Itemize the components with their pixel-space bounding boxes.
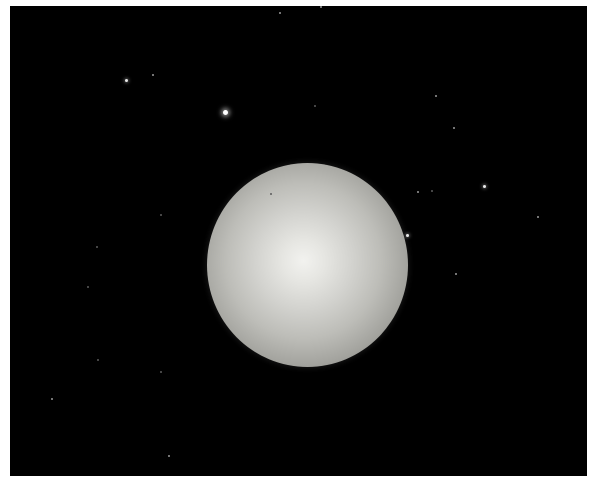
star [417,191,419,193]
star [125,79,128,82]
star [435,95,437,97]
star [168,455,170,457]
star [455,273,457,275]
star [160,214,162,216]
star [160,371,162,373]
star [51,398,53,400]
star [223,110,228,115]
star [97,359,99,361]
star [537,216,539,218]
space-scene [10,6,587,476]
star [87,286,89,288]
star [96,246,98,248]
star [279,12,281,14]
star [406,234,409,237]
star [483,185,486,188]
star [314,105,316,107]
star [270,193,272,195]
star [431,190,433,192]
star [152,74,154,76]
star [453,127,455,129]
star [320,6,322,8]
planet-sphere [207,163,408,367]
